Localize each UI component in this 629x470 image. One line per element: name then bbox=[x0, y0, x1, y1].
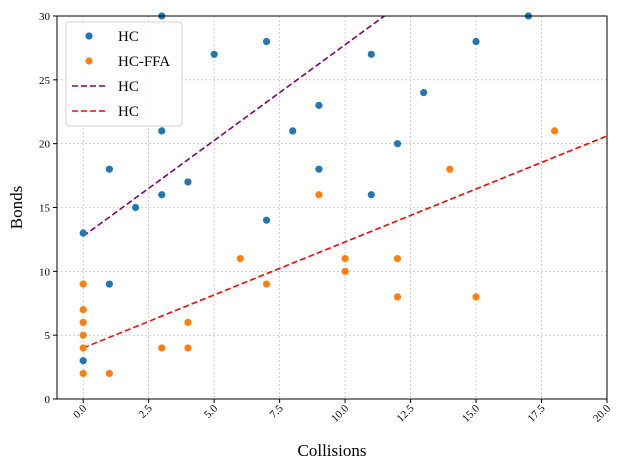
scatter-point bbox=[79, 280, 87, 288]
scatter-point bbox=[393, 254, 402, 263]
y-tick-label: 10 bbox=[39, 266, 51, 278]
scatter-point bbox=[446, 165, 454, 173]
x-tick-label: 15.0 bbox=[460, 402, 482, 424]
scatter-point bbox=[472, 37, 480, 46]
scatter-point bbox=[262, 216, 271, 224]
scatter-point bbox=[79, 331, 87, 339]
legend-label: HC-FFA bbox=[118, 54, 170, 70]
x-tick-label: 7.5 bbox=[268, 402, 287, 421]
y-axis-ticks: 0 5 10 15 20 25 30 bbox=[39, 11, 57, 406]
scatter-point bbox=[79, 229, 87, 237]
scatter-point bbox=[367, 50, 375, 58]
scatter-point bbox=[472, 293, 480, 301]
x-axis-label: Collisions bbox=[298, 441, 367, 460]
scatter-point bbox=[289, 127, 297, 135]
fit-line-2 bbox=[82, 16, 386, 237]
legend-label: HC bbox=[118, 29, 139, 45]
fit-lines bbox=[82, 16, 607, 349]
scatter-point bbox=[420, 89, 428, 97]
x-axis-ticks: 0.0 2.5 5.0 7.5 10.0 12.5 15.0 17.5 20.0 bbox=[71, 399, 613, 425]
scatter-point bbox=[210, 50, 218, 58]
y-tick-label: 30 bbox=[39, 11, 51, 23]
scatter-point bbox=[315, 165, 323, 173]
scatter-point bbox=[184, 344, 192, 352]
x-tick-label: 5.0 bbox=[202, 402, 221, 421]
scatter-point bbox=[393, 140, 402, 148]
scatter-point bbox=[105, 280, 113, 288]
fit-line-3 bbox=[82, 135, 607, 349]
scatter-point bbox=[184, 178, 192, 186]
scatter-point bbox=[367, 191, 375, 199]
scatter-point bbox=[341, 254, 349, 263]
legend-marker bbox=[85, 32, 93, 40]
scatter-point bbox=[315, 191, 323, 199]
scatter-point bbox=[158, 191, 166, 199]
scatter-point bbox=[393, 293, 402, 301]
x-tick-label: 2.5 bbox=[137, 402, 156, 421]
x-tick-label: 20.0 bbox=[591, 402, 613, 424]
y-tick-label: 25 bbox=[39, 75, 51, 87]
y-axis-label: Bonds bbox=[7, 186, 26, 229]
scatter-point bbox=[315, 101, 323, 109]
legend-box bbox=[65, 21, 183, 127]
scatter-point bbox=[131, 203, 140, 212]
scatter-point bbox=[79, 306, 87, 314]
legend-label: HC bbox=[118, 104, 139, 120]
scatter-point bbox=[262, 37, 271, 46]
data-points bbox=[79, 12, 559, 378]
scatter-point bbox=[184, 318, 192, 326]
scatter-point bbox=[236, 254, 244, 263]
y-tick-label: 0 bbox=[45, 394, 51, 406]
scatter-point bbox=[158, 344, 166, 352]
x-tick-label: 12.5 bbox=[395, 402, 417, 424]
legend: HC HC-FFA HC HC bbox=[65, 21, 183, 127]
scatter-point bbox=[79, 369, 87, 378]
y-tick-label: 5 bbox=[45, 330, 51, 342]
scatter-point bbox=[551, 127, 559, 135]
legend-marker bbox=[85, 57, 93, 65]
scatter-point bbox=[79, 344, 87, 352]
x-tick-label: 0.0 bbox=[71, 402, 90, 421]
scatter-point bbox=[341, 267, 349, 275]
x-tick-label: 10.0 bbox=[329, 402, 351, 424]
scatter-point bbox=[262, 280, 271, 288]
x-tick-label: 17.5 bbox=[526, 402, 548, 424]
scatter-point bbox=[158, 127, 166, 135]
y-tick-label: 20 bbox=[39, 139, 51, 151]
scatter-point bbox=[105, 165, 113, 173]
scatter-point bbox=[79, 357, 87, 365]
scatter-point bbox=[79, 318, 87, 326]
scatter-point bbox=[105, 369, 113, 378]
y-tick-label: 15 bbox=[39, 203, 51, 215]
legend-label: HC bbox=[118, 79, 139, 95]
